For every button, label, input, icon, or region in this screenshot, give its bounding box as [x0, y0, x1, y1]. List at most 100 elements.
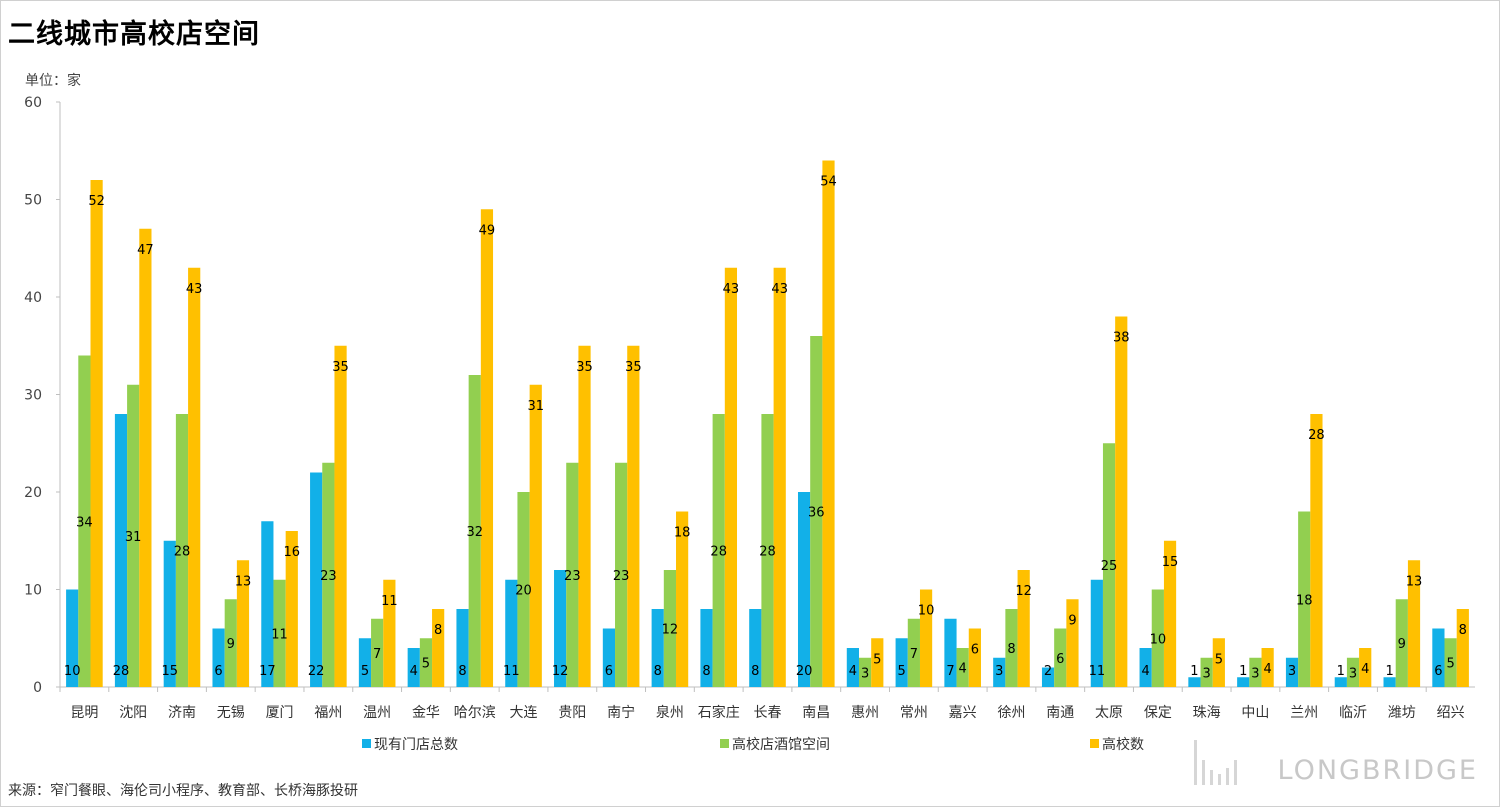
- bar: [480, 209, 494, 687]
- bar: [127, 384, 140, 687]
- bar: [212, 628, 225, 687]
- data-label: 8: [1007, 642, 1015, 657]
- data-label: 11: [381, 594, 398, 609]
- data-label: 6: [214, 664, 222, 679]
- bar: [1066, 599, 1079, 687]
- data-label: 8: [1459, 623, 1467, 638]
- bar: [505, 579, 518, 687]
- data-label: 6: [1434, 664, 1442, 679]
- bar: [968, 628, 981, 687]
- bar: [468, 375, 481, 687]
- x-tick-label: 临沂: [1339, 705, 1367, 721]
- bar: [1395, 599, 1408, 687]
- bar: [956, 648, 969, 687]
- data-label: 47: [137, 243, 154, 258]
- unit-label: 单位：家: [25, 73, 81, 89]
- data-label: 28: [1308, 428, 1325, 443]
- data-label: 7: [910, 647, 918, 662]
- x-tick-label: 泉州: [656, 704, 684, 721]
- legend-label: 高校数: [1102, 736, 1144, 753]
- bar: [163, 540, 176, 687]
- bar: [1163, 540, 1177, 687]
- data-label: 3: [861, 666, 869, 681]
- bar: [700, 609, 713, 687]
- bar: [1346, 657, 1360, 687]
- bar: [1115, 316, 1128, 687]
- data-label: 34: [76, 515, 93, 530]
- data-label: 32: [466, 525, 483, 540]
- bar: [858, 657, 872, 687]
- data-label: 18: [1296, 593, 1313, 608]
- data-label: 31: [527, 399, 544, 414]
- x-tick-label: 金华: [412, 705, 440, 721]
- bar: [1261, 648, 1274, 687]
- data-label: 4: [959, 662, 967, 677]
- legend-label: 现有门店总数: [374, 737, 458, 753]
- x-tick-label: 徐州: [997, 705, 1025, 721]
- x-tick-label: 常州: [900, 705, 928, 721]
- data-label: 20: [796, 664, 813, 679]
- data-label: 9: [227, 637, 235, 652]
- bar: [1041, 667, 1055, 687]
- bar: [273, 579, 286, 687]
- data-label: 54: [820, 175, 837, 190]
- bar: [407, 648, 420, 687]
- data-label: 31: [125, 530, 142, 545]
- x-tick-label: 南昌: [802, 705, 830, 721]
- data-label: 7: [946, 664, 954, 679]
- bar: [724, 267, 738, 687]
- data-label: 10: [918, 604, 935, 619]
- data-label: 15: [162, 664, 179, 679]
- data-label: 12: [1015, 584, 1032, 599]
- bar: [1285, 657, 1299, 687]
- x-tick-label: 温州: [363, 705, 391, 721]
- data-label: 17: [259, 664, 276, 679]
- x-tick-label: 济南: [168, 705, 196, 721]
- bar: [1212, 638, 1225, 687]
- bar: [993, 657, 1006, 687]
- data-label: 36: [808, 506, 825, 521]
- data-label: 4: [1263, 662, 1271, 677]
- data-label: 5: [361, 664, 369, 679]
- x-tick-label: 太原: [1095, 705, 1123, 721]
- x-tick-label: 哈尔滨: [454, 705, 496, 721]
- bar: [919, 589, 933, 687]
- data-label: 28: [759, 545, 776, 560]
- legend-swatch: [1090, 739, 1099, 748]
- data-label: 9: [1398, 637, 1406, 652]
- x-tick-label: 绍兴: [1437, 705, 1465, 721]
- bar: [1310, 414, 1323, 687]
- y-tick-label: 50: [24, 193, 42, 209]
- bar: [310, 472, 323, 687]
- bar: [1017, 570, 1030, 687]
- bar: [578, 345, 591, 687]
- x-tick-label: 潍坊: [1388, 705, 1416, 721]
- x-tick-label: 福州: [314, 705, 342, 721]
- bar: [651, 609, 664, 687]
- bar: [78, 355, 91, 687]
- bar: [1005, 609, 1018, 687]
- data-label: 6: [971, 643, 979, 658]
- y-tick-label: 10: [24, 583, 42, 599]
- bar: [846, 648, 859, 687]
- bar: [358, 638, 372, 687]
- data-label: 3: [995, 664, 1003, 679]
- chart-title: 二线城市高校店空间: [8, 19, 260, 50]
- bar: [627, 345, 640, 687]
- x-tick-label: 南通: [1046, 705, 1074, 721]
- bar: [895, 638, 908, 687]
- data-label: 20: [515, 584, 532, 599]
- data-label: 35: [576, 360, 593, 375]
- x-tick-label: 贵阳: [558, 705, 586, 721]
- bar: [261, 521, 274, 687]
- bar: [944, 618, 957, 687]
- data-label: 13: [235, 574, 252, 589]
- bar: [90, 180, 103, 687]
- data-label: 1: [1337, 664, 1345, 679]
- data-label: 4: [1361, 662, 1369, 677]
- data-label: 3: [1202, 666, 1210, 681]
- x-tick-label: 沈阳: [119, 705, 147, 721]
- data-label: 2: [1044, 664, 1052, 679]
- bar: [1090, 579, 1103, 687]
